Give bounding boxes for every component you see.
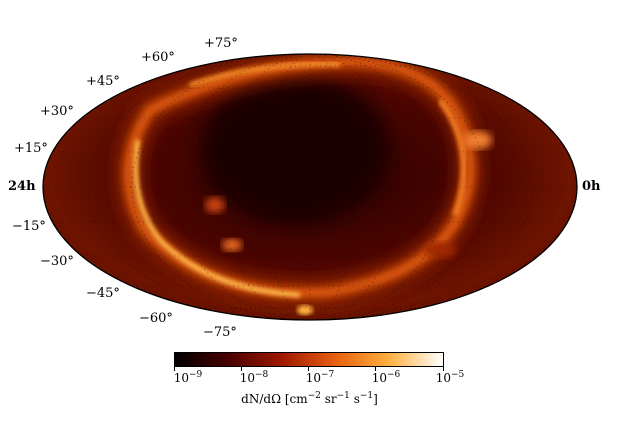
sky-map — [42, 53, 578, 321]
colorbar-title: dN/dΩ [cm−2 sr−1 s−1] — [241, 391, 378, 406]
colorbar-tick — [443, 367, 444, 371]
lat-label-plus15: +15° — [14, 141, 48, 156]
colorbar-tick — [375, 367, 376, 371]
lat-label-minus45: −45° — [86, 286, 120, 301]
lat-label-plus30: +30° — [40, 104, 74, 119]
ra-label-right: 0h — [582, 179, 601, 194]
colorbar-tick-label: 10−9 — [173, 370, 203, 385]
colorbar-tick-label: 10−7 — [305, 370, 335, 385]
colorbar — [174, 352, 444, 367]
lat-label-minus15: −15° — [12, 219, 46, 234]
ra-label-left: 24h — [8, 179, 36, 194]
colorbar-tick — [174, 367, 175, 371]
lat-label-minus75: −75° — [203, 325, 237, 340]
colorbar-tick — [241, 367, 242, 371]
colorbar-tick-label: 10−5 — [435, 370, 465, 385]
lat-label-plus60: +60° — [141, 50, 175, 65]
lat-label-minus30: −30° — [40, 254, 74, 269]
lat-label-minus60: −60° — [139, 311, 173, 326]
lat-label-plus45: +45° — [86, 74, 120, 89]
colorbar-tick-label: 10−6 — [371, 370, 401, 385]
colorbar-tick — [308, 367, 309, 371]
lat-label-plus75: +75° — [204, 36, 238, 51]
sky-projection — [43, 54, 577, 320]
colorbar-tick-label: 10−8 — [239, 370, 269, 385]
